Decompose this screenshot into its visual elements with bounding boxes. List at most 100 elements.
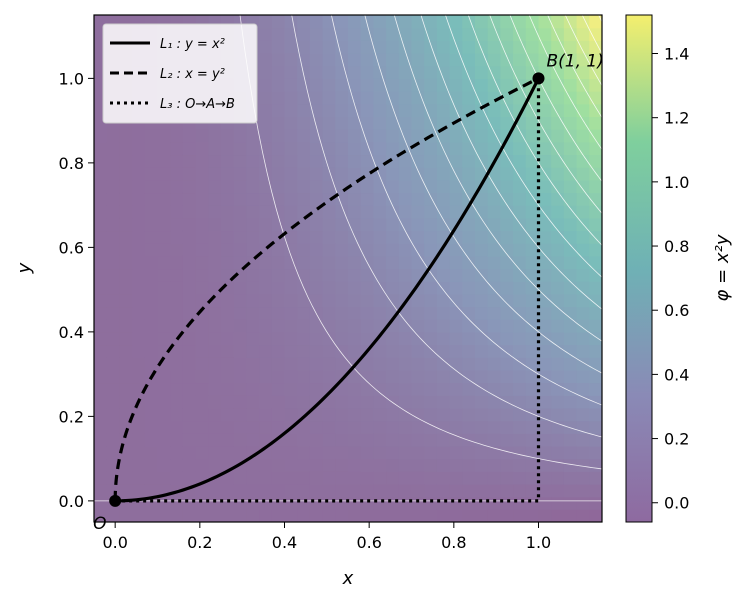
heat-cell	[398, 445, 413, 460]
heat-cell	[449, 78, 463, 92]
heat-cell	[144, 344, 159, 358]
heat-cell	[182, 179, 197, 194]
heat-cell	[373, 243, 387, 257]
heat-cell	[348, 306, 362, 320]
heat-cell	[335, 382, 349, 396]
heat-cell	[322, 141, 336, 156]
heat-cell	[309, 15, 324, 29]
heat-cell	[576, 293, 590, 308]
heat-cell	[322, 192, 336, 206]
heat-cell	[182, 230, 197, 244]
heat-cell	[475, 420, 489, 434]
heat-cell	[424, 91, 438, 105]
y-tick-label: 0.2	[59, 407, 84, 426]
heat-cell	[144, 496, 159, 510]
heat-cell	[284, 40, 298, 54]
heat-cell	[462, 496, 476, 510]
heat-cell	[373, 255, 387, 270]
heat-cell	[424, 78, 438, 92]
heat-cell	[500, 496, 514, 510]
heat-cell	[132, 509, 146, 522]
heat-cell	[246, 205, 260, 219]
heat-cell	[284, 154, 298, 168]
heat-cell	[246, 509, 260, 522]
heat-cell	[284, 243, 298, 257]
heat-cell	[373, 458, 387, 472]
heat-cell	[182, 217, 197, 232]
heat-cell	[157, 255, 171, 270]
series-solid-line	[115, 77, 540, 503]
heat-cell	[271, 483, 286, 498]
heat-cell	[411, 357, 425, 371]
heat-cell	[259, 458, 273, 472]
heat-cell	[398, 420, 413, 434]
heat-cell	[398, 205, 413, 219]
heat-cell	[119, 268, 133, 282]
heat-cell	[449, 27, 463, 41]
heat-cell	[309, 445, 324, 460]
heat-cell	[106, 293, 120, 308]
heat-cell	[284, 344, 298, 358]
heat-cell	[449, 306, 463, 320]
heat-cell	[106, 281, 120, 295]
heat-cell	[284, 496, 298, 510]
heat-cell	[144, 179, 159, 194]
heat-cell	[157, 344, 171, 358]
heat-cell	[119, 205, 133, 219]
heat-cell	[322, 103, 336, 117]
heat-cell	[398, 268, 413, 282]
heat-cell	[589, 420, 602, 434]
heat-cell	[233, 192, 247, 206]
colorbar-tick-label: 0.4	[664, 365, 689, 384]
heat-cell	[487, 217, 501, 232]
heat-cell	[525, 129, 540, 143]
heat-cell	[119, 407, 133, 422]
heat-cell	[538, 154, 552, 168]
heat-cell	[221, 141, 235, 156]
heat-cell	[449, 154, 463, 168]
heat-cell	[424, 179, 438, 194]
heat-cell	[221, 192, 235, 206]
heat-cell	[386, 154, 400, 168]
heat-cell	[386, 420, 400, 434]
heat-cell	[195, 369, 209, 384]
heat-cell	[246, 344, 260, 358]
heat-cell	[208, 319, 222, 333]
heat-cell	[335, 78, 349, 92]
heat-cell	[487, 357, 501, 371]
heat-cell	[106, 407, 120, 422]
heat-cell	[322, 407, 336, 422]
heat-cell	[475, 40, 489, 54]
heat-cell	[157, 471, 171, 485]
heat-cell	[360, 293, 374, 308]
heat-cell	[208, 395, 222, 409]
heat-cell	[233, 281, 247, 295]
heat-cell	[500, 217, 514, 232]
heat-cell	[411, 116, 425, 130]
heat-cell	[424, 509, 438, 522]
heat-cell	[525, 255, 540, 270]
heat-cell	[449, 483, 463, 498]
heat-cell	[436, 167, 451, 181]
heat-cell	[233, 369, 247, 384]
heat-cell	[576, 65, 590, 79]
heat-cell	[513, 407, 527, 422]
heat-cell	[589, 40, 602, 54]
y-tick-label: 0.6	[59, 238, 84, 257]
heat-cell	[271, 509, 286, 522]
heat-cell	[208, 433, 222, 447]
heat-cell	[94, 230, 108, 244]
heat-cell	[297, 78, 311, 92]
contour-line	[364, 15, 602, 374]
contour-line	[239, 15, 602, 470]
heat-cell	[411, 407, 425, 422]
heat-cell	[576, 154, 590, 168]
heat-cell	[424, 27, 438, 41]
heat-cell	[106, 445, 120, 460]
heat-cell	[309, 167, 324, 181]
heat-cell	[373, 192, 387, 206]
heat-cell	[436, 205, 451, 219]
heat-cell	[487, 509, 501, 522]
x-tick-label: 0.2	[187, 533, 212, 552]
heat-cell	[170, 458, 184, 472]
